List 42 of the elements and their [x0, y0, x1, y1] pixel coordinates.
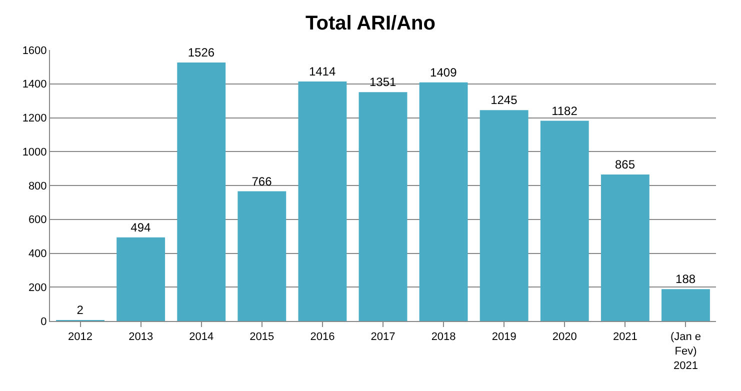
data-label: 494: [130, 220, 151, 234]
y-tick-label: 1600: [22, 44, 47, 57]
data-label: 766: [252, 174, 272, 188]
x-tick-label: 2014: [189, 331, 214, 344]
data-label: 2: [76, 303, 84, 317]
bar: [177, 62, 226, 321]
bar: [358, 92, 408, 321]
x-tick-label: 2019: [492, 331, 516, 344]
y-tick-label: 400: [28, 248, 47, 260]
bar: [238, 191, 286, 321]
y-tick-label: 1000: [22, 146, 47, 158]
data-label: 1526: [188, 46, 215, 60]
bar: [116, 237, 166, 321]
y-tick-label: 1200: [22, 112, 47, 125]
data-label: 1245: [490, 93, 518, 108]
y-tick-label: 1400: [22, 78, 47, 91]
y-tick-label: 800: [28, 180, 47, 192]
x-tick-label: 2015: [250, 331, 274, 344]
x-tick-label: 2016: [310, 331, 335, 344]
x-tick-label: 2013: [128, 331, 154, 344]
bar: [298, 82, 347, 321]
y-tick-label: 600: [28, 214, 47, 226]
x-tick-label: 2012: [68, 331, 93, 344]
y-tick-label: 0: [40, 316, 47, 328]
data-label: 1409: [430, 65, 458, 80]
bar: [480, 110, 528, 321]
x-tick-label: 2018: [431, 331, 456, 344]
chart-title: Total ARI/Ano: [306, 12, 436, 35]
data-label: 188: [676, 272, 696, 286]
x-tick-label: (Jan e Fev) 2021: [670, 331, 702, 372]
bar: [419, 82, 468, 321]
data-label: 1351: [369, 75, 397, 90]
bar: [600, 174, 650, 321]
bar: [540, 120, 589, 321]
data-label: 1182: [552, 104, 578, 118]
data-label: 1414: [308, 64, 336, 78]
bar: [662, 289, 710, 321]
x-tick-label: 2017: [370, 331, 396, 344]
data-label: 865: [615, 157, 636, 172]
y-tick-label: 200: [28, 282, 47, 294]
x-tick-label: 2020: [552, 331, 577, 344]
x-tick-label: 2021: [612, 331, 638, 344]
